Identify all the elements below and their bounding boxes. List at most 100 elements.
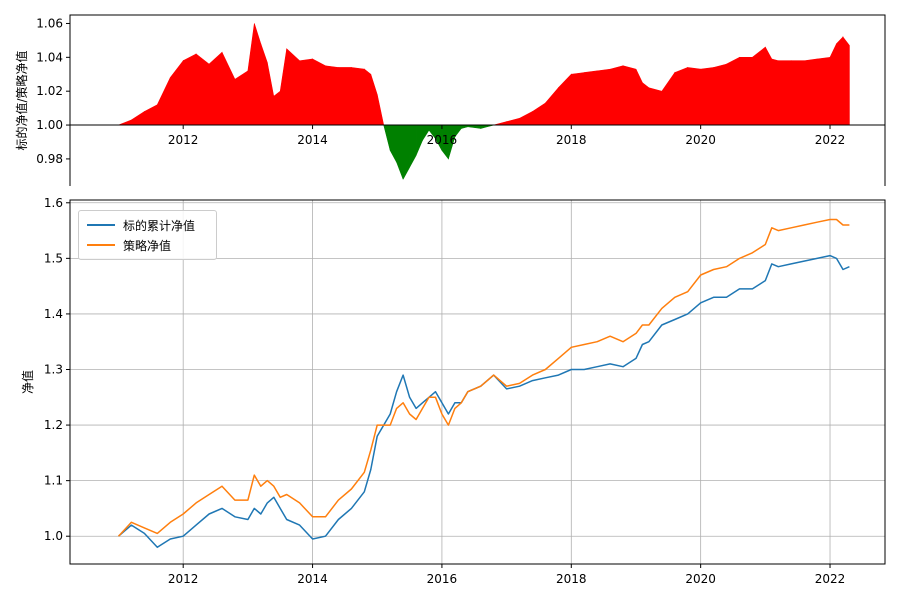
area-segment-above [519, 111, 533, 126]
area-segment-above [279, 48, 287, 126]
area-segment-above [609, 65, 624, 126]
area-segment-above [700, 67, 714, 126]
x-tick-label: 2016 [427, 572, 458, 586]
top-axes-frame [69, 14, 886, 186]
legend-entry-benchmark: 标的累计净值 [87, 217, 195, 233]
top-y-axis-label: 标的净值/策略净值 [14, 50, 29, 150]
x-tick-label: 2020 [685, 572, 716, 586]
top-y-ticks: 0.98 1.00 1.02 1.04 1.06 [36, 16, 70, 166]
area-segment-above [131, 110, 145, 126]
area-segment-above [558, 73, 572, 126]
area-segment-above [247, 23, 255, 126]
y-tick-label: 1.06 [36, 16, 63, 30]
area-segment-above [642, 82, 650, 126]
x-tick-label: 2012 [168, 133, 199, 147]
area-segment-above [545, 86, 559, 126]
area-segment-above [266, 62, 275, 126]
area-segment-above [836, 36, 844, 126]
area-segment-above [364, 68, 372, 126]
area-segment-above [157, 77, 171, 126]
area-segment-above [596, 68, 611, 126]
area-segment-above [765, 47, 773, 126]
area-segment-above [752, 46, 766, 126]
area-segment-above [829, 43, 837, 126]
series-line-benchmark [118, 254, 850, 549]
y-tick-label: 1.3 [44, 362, 63, 376]
area-segment-below [467, 124, 482, 129]
x-tick-label: 2016 [427, 133, 458, 147]
bottom-axes-frame [69, 199, 886, 565]
top-panel-relative-value-chart: 0.98 1.00 1.02 1.04 1.06 2012 2014 2016 2018 202… [14, 14, 886, 186]
area-segment-above [816, 56, 831, 126]
area-segment-above [583, 70, 598, 126]
legend-label-strategy: 策略净值 [123, 238, 172, 253]
bottom-x-ticks: 2012 2014 2016 2018 2020 2022 [168, 564, 845, 586]
area-segment-above [687, 67, 701, 126]
area-segment-above [771, 58, 779, 126]
y-tick-label: 1.5 [44, 251, 63, 265]
area-segment-below [409, 124, 417, 168]
y-tick-label: 1.04 [36, 50, 63, 64]
area-segment-above [182, 53, 197, 126]
area-segment-above [842, 36, 850, 126]
x-tick-label: 2020 [685, 133, 716, 147]
area-segment-above [648, 87, 663, 126]
area-segment-below [461, 124, 469, 129]
area-segment-above [299, 58, 313, 126]
x-tick-label: 2018 [556, 133, 587, 147]
area-segment-above [118, 119, 132, 126]
bottom-panel-net-value-chart: 1.01.11.21.31.41.51.6 2012 2014 2016 2018 20… [20, 196, 886, 586]
area-segment-above [195, 53, 210, 126]
area-segment-above [338, 67, 352, 126]
area-segment-above [790, 60, 805, 126]
y-tick-label: 1.1 [44, 474, 63, 488]
area-segment-above [635, 69, 643, 126]
top-area-fills [118, 23, 850, 180]
area-segment-above [312, 58, 326, 126]
area-segment-above [713, 63, 727, 126]
x-tick-label: 2022 [815, 572, 846, 586]
area-segment-above [570, 72, 585, 126]
legend-entry-strategy: 策略净值 [87, 237, 171, 253]
area-segment-above [260, 43, 268, 126]
area-segment-above [273, 90, 281, 126]
x-tick-label: 2014 [297, 572, 328, 586]
area-segment-above [493, 121, 507, 126]
legend-swatch-strategy [87, 244, 115, 246]
bottom-y-axis-label: 净值 [20, 370, 35, 394]
legend-label-benchmark: 标的累计净值 [123, 218, 196, 233]
area-segment-above [726, 56, 740, 126]
area-segment-above [674, 67, 689, 126]
top-x-ticks: 2012 2014 2016 2018 2020 2022 [168, 125, 845, 147]
area-segment-above [532, 102, 546, 126]
area-segment-above [325, 65, 339, 126]
area-segment-above [286, 48, 300, 126]
area-segment-above [234, 70, 249, 126]
area-segment-below [415, 124, 423, 156]
area-segment-below [389, 124, 397, 163]
x-tick-label: 2018 [556, 572, 587, 586]
area-segment-below [383, 124, 391, 151]
bottom-series-lines [117, 218, 850, 549]
area-segment-above [221, 52, 236, 126]
area-segment-above [376, 94, 385, 126]
area-segment-above [169, 59, 184, 126]
y-tick-label: 1.4 [44, 307, 63, 321]
area-segment-above [622, 65, 637, 126]
y-tick-label: 1.00 [36, 118, 63, 132]
area-segment-above [506, 117, 520, 126]
x-tick-label: 2014 [297, 133, 328, 147]
area-segment-above [144, 104, 158, 126]
area-segment-below [396, 124, 404, 180]
series-line-strategy [117, 218, 850, 537]
x-tick-label: 2012 [168, 572, 199, 586]
area-segment-above [254, 23, 262, 126]
y-tick-label: 1.6 [44, 196, 63, 210]
y-tick-label: 1.0 [44, 529, 63, 543]
area-segment-above [351, 67, 365, 126]
y-tick-label: 0.98 [36, 152, 63, 166]
area-segment-below [480, 124, 494, 129]
area-segment-above [803, 58, 818, 126]
area-segment-above [777, 60, 792, 126]
